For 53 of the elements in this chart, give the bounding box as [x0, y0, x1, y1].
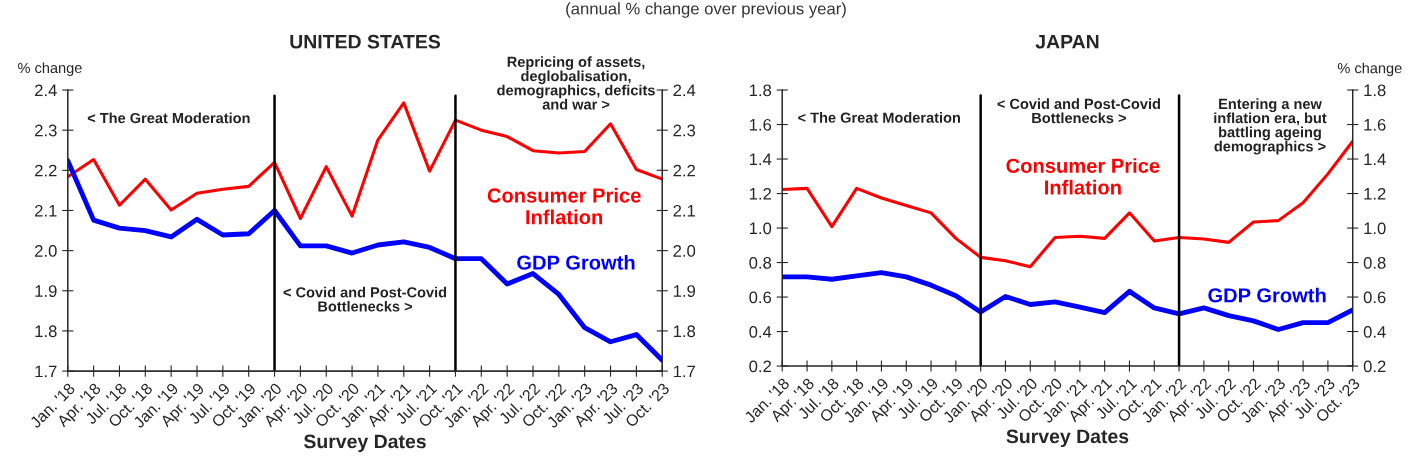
y2-tick-label: 0.4	[1363, 325, 1386, 338]
y-tick-label: 1.6	[749, 118, 772, 131]
y-tick-label: 2.1	[35, 204, 57, 217]
y-tick-label: 2.0	[35, 245, 57, 257]
y-axis-title: % change	[18, 62, 82, 76]
annotation: < Covid and Post-Covid Bottlenecks >	[997, 98, 1160, 124]
y2-tick-label: 1.2	[1364, 187, 1386, 200]
y2-tick-label: 1.0	[1364, 222, 1386, 235]
series-label: GDP Growth	[517, 254, 635, 270]
annotation: < Covid and Post-Covid Bottlenecks >	[283, 286, 447, 312]
series-label: Consumer Price Inflation	[1006, 158, 1160, 195]
y2-tick-label: 0.8	[1363, 256, 1386, 269]
y-tick-label: 1.9	[35, 285, 57, 297]
annotation: < The Great Moderation	[798, 112, 960, 123]
y-tick-label: 0.2	[749, 360, 771, 373]
annotation: Entering a new inflation era, but battling ageing demographics >	[1214, 98, 1327, 155]
series-label: GDP Growth	[1208, 287, 1326, 303]
y2-axis-title: % change	[1337, 62, 1402, 77]
y-tick-label: 0.6	[749, 291, 772, 304]
y2-tick-label: 1.6	[1364, 118, 1386, 131]
y2-tick-label: 1.9	[673, 285, 696, 297]
y2-tick-label: 1.8	[1364, 84, 1386, 97]
y-tick-label: 0.4	[749, 325, 772, 338]
y-tick-label: 1.0	[749, 222, 772, 235]
y2-tick-label: 0.6	[1363, 291, 1386, 304]
y-tick-label: 1.7	[35, 365, 57, 378]
x-axis-title: Survey Dates	[303, 434, 426, 453]
series-label: Consumer Price Inflation	[487, 187, 641, 225]
y2-tick-label: 2.4	[673, 84, 696, 97]
y-tick-label: 2.2	[35, 164, 57, 177]
line-series	[67, 158, 663, 363]
y-tick-label: 1.8	[749, 84, 772, 97]
y-tick-label: 1.4	[749, 153, 772, 166]
y-tick-label: 0.8	[749, 256, 772, 269]
chart-title: JAPAN	[1035, 34, 1099, 49]
y2-tick-label: 2.1	[673, 204, 695, 217]
annotation: Repricing of assets, deglobalisation, demographics, deficits and war >	[497, 56, 655, 110]
y2-tick-label: 1.4	[1364, 153, 1386, 166]
y-tick-label: 2.3	[35, 124, 57, 137]
y-tick-label: 1.2	[749, 187, 771, 200]
chart-title: UNITED STATES	[290, 34, 441, 49]
line-series	[782, 270, 1353, 332]
y2-tick-label: 1.7	[673, 365, 695, 378]
x-axis-title: Survey Dates	[1006, 429, 1129, 448]
y2-tick-label: 2.3	[673, 124, 696, 137]
text: (annual % change over previous year)	[566, 2, 846, 18]
y2-tick-label: 0.2	[1363, 360, 1386, 373]
y2-tick-label: 2.2	[673, 164, 695, 177]
annotation: < The Great Moderation	[87, 112, 250, 124]
y-tick-label: 2.4	[35, 84, 57, 97]
y2-tick-label: 2.0	[673, 245, 696, 257]
y-tick-label: 1.8	[35, 325, 57, 338]
y2-tick-label: 1.8	[673, 325, 696, 338]
